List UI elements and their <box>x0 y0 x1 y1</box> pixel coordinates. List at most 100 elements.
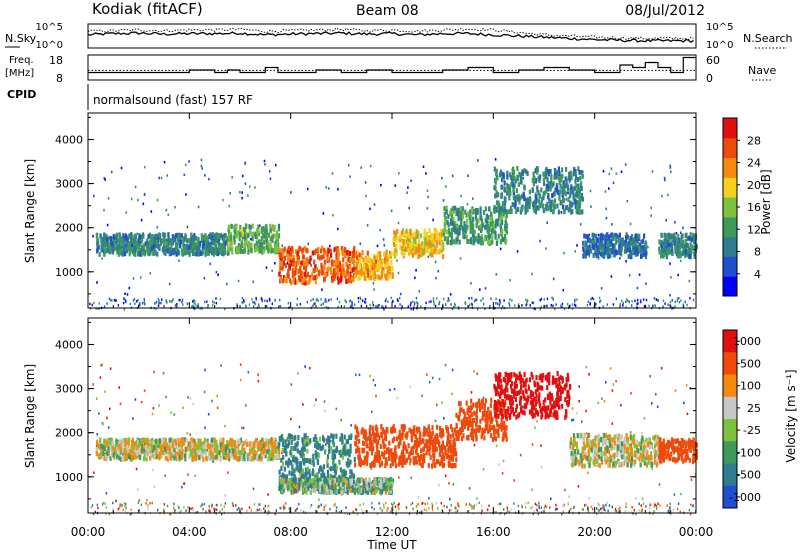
echo-cell <box>493 185 495 190</box>
scatter-cell <box>445 364 447 367</box>
speckle-cell <box>215 297 216 300</box>
echo-cell <box>369 265 371 270</box>
speckle-cell <box>160 302 161 305</box>
echo-cell <box>504 188 506 193</box>
echo-cell <box>576 191 578 196</box>
echo-cell <box>200 251 202 256</box>
speckle-cell <box>242 297 243 300</box>
scatter-cell <box>336 408 338 411</box>
echo-cell <box>252 236 254 241</box>
speckle-cell <box>371 506 372 509</box>
speckle-cell <box>625 510 626 512</box>
scatter-cell <box>309 367 311 370</box>
echo-cell <box>349 251 351 256</box>
scatter-cell <box>131 198 133 201</box>
echo-cell <box>451 232 453 237</box>
echo-cell <box>159 445 161 450</box>
echo-cell <box>506 175 508 180</box>
freq-label-line1: Freq. <box>9 55 34 66</box>
speckle-cell <box>568 503 569 506</box>
echo-cell <box>423 233 425 238</box>
scatter-cell <box>151 210 153 213</box>
speckle-cell <box>158 305 159 308</box>
speckle-cell <box>636 303 637 306</box>
echo-cell <box>384 265 386 270</box>
speckle-cell <box>213 301 214 304</box>
echo-cell <box>292 279 294 284</box>
echo-cell <box>266 449 268 454</box>
echo-cell <box>625 235 627 240</box>
speckle-cell <box>103 502 104 505</box>
echo-cell <box>167 248 169 253</box>
echo-cell <box>118 252 120 257</box>
speckle-cell <box>358 297 359 300</box>
speckle-cell <box>209 507 210 510</box>
scatter-cell <box>253 488 255 491</box>
speckle-cell <box>459 505 460 508</box>
echo-cell <box>284 256 286 261</box>
speckle-cell <box>216 509 217 512</box>
echo-cell <box>344 271 346 276</box>
speckle-cell <box>655 504 656 507</box>
echo-cell <box>381 268 383 273</box>
speckle-cell <box>653 510 654 513</box>
speckle-cell <box>190 508 191 511</box>
echo-cell <box>153 237 155 242</box>
speckle-cell <box>607 303 608 306</box>
echo-cell <box>278 272 280 277</box>
speckle-cell <box>295 509 296 512</box>
echo-cell <box>342 251 344 256</box>
speckle-cell <box>656 507 657 510</box>
echo-cell <box>192 235 194 240</box>
speckle-cell <box>541 298 542 301</box>
scatter-cell <box>225 494 227 497</box>
echo-cell <box>552 181 554 186</box>
scatter-cell <box>670 166 672 169</box>
scatter-cell <box>375 395 377 398</box>
echo-cell <box>303 277 305 282</box>
echo-cell <box>388 254 390 259</box>
speckle-cell <box>450 303 451 306</box>
echo-cell <box>274 234 276 239</box>
echo-cell <box>501 207 503 212</box>
speckle-cell <box>212 304 213 307</box>
echo-cell <box>366 263 368 268</box>
scatter-cell <box>104 178 106 181</box>
echo-cell <box>106 451 108 456</box>
echo-cell <box>379 253 381 258</box>
speckle-cell <box>297 298 298 301</box>
scatter-cell <box>307 188 309 191</box>
echo-cell <box>280 252 282 257</box>
nsearch-label: N.Search <box>743 32 793 45</box>
speckle-cell <box>623 302 624 305</box>
speckle-cell <box>563 505 564 508</box>
scatter-cell <box>604 400 606 403</box>
echo-cell <box>598 242 600 247</box>
echo-cell <box>252 232 254 237</box>
colorbar-segment <box>723 138 737 158</box>
scatter-cell <box>472 197 474 200</box>
echo-cell <box>377 265 379 270</box>
echo-cell <box>112 246 114 251</box>
echo-cell <box>469 215 471 220</box>
echo-cell <box>447 240 449 245</box>
speckle-cell <box>354 303 355 306</box>
scatter-cell <box>436 404 438 407</box>
speckle-cell <box>118 304 119 307</box>
echo-cell <box>238 439 240 444</box>
echo-cell <box>449 211 451 216</box>
scatter-cell <box>571 419 573 422</box>
echo-cell <box>472 217 474 222</box>
echo-cell <box>320 269 322 274</box>
echo-cell <box>600 233 602 238</box>
echo-cell <box>525 210 527 215</box>
speckle-cell <box>394 305 395 308</box>
scatter-cell <box>133 277 135 280</box>
scatter-cell <box>135 186 137 189</box>
speckle-cell <box>490 298 491 301</box>
speckle-cell <box>119 504 120 507</box>
echo-cell <box>571 209 573 214</box>
speckle-cell <box>547 298 548 301</box>
speckle-cell <box>123 302 124 305</box>
scatter-cell <box>669 294 671 297</box>
